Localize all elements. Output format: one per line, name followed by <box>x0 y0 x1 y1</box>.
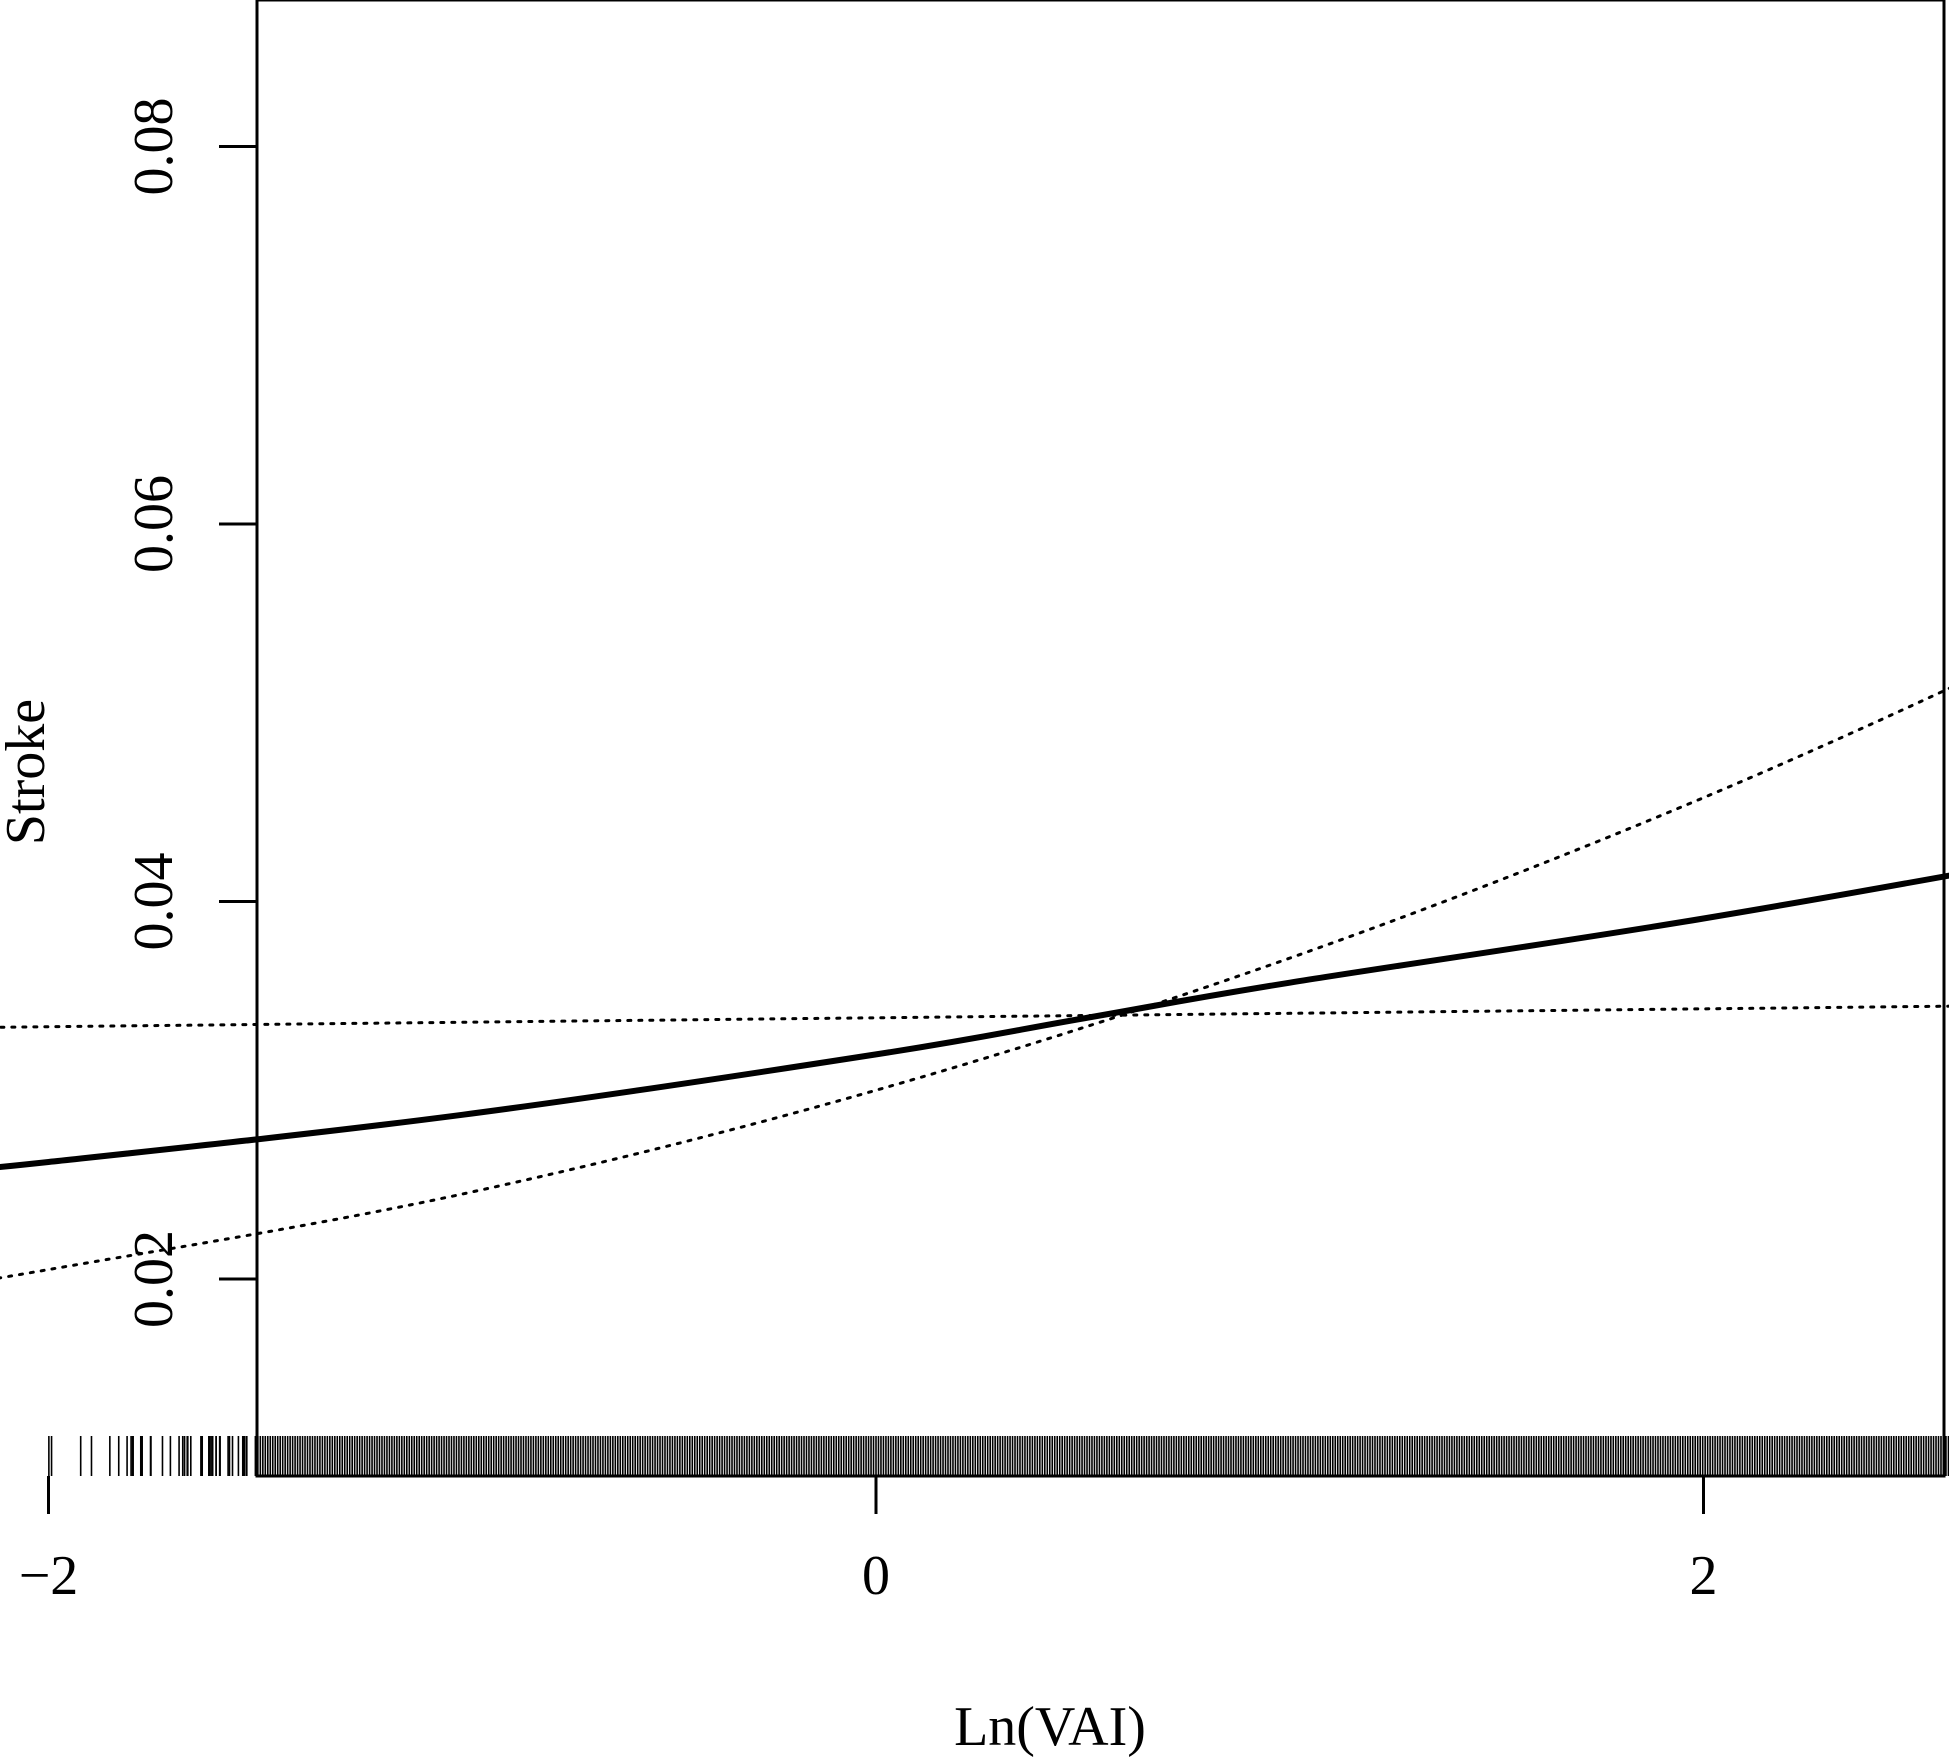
x-axis-title: Ln(VAI) <box>954 1696 1146 1758</box>
y-tick-label: 0.02 <box>123 1230 185 1328</box>
plot-frame <box>255 0 1946 1478</box>
y-tick-label: 0.04 <box>123 853 185 951</box>
x-tick-label: 0 <box>862 1545 890 1607</box>
y-tick-label: 0.06 <box>123 475 185 573</box>
x-tick-label: −2 <box>19 1545 79 1607</box>
x-axis: −2024 <box>19 1476 1718 1607</box>
y-axis: 0.02 0.04 0.06 0.08 <box>123 98 257 1328</box>
series-line-lower-ci <box>0 1004 1949 1029</box>
y-tick-label: 0.08 <box>123 98 185 196</box>
series-line-estimate <box>0 872 1949 1171</box>
y-axis-title: Stroke <box>0 699 57 845</box>
rug-marks <box>48 1436 1949 1476</box>
series-line-upper-ci <box>0 686 1949 1280</box>
series-group <box>0 686 1949 1280</box>
x-tick-label: 2 <box>1690 1545 1718 1607</box>
